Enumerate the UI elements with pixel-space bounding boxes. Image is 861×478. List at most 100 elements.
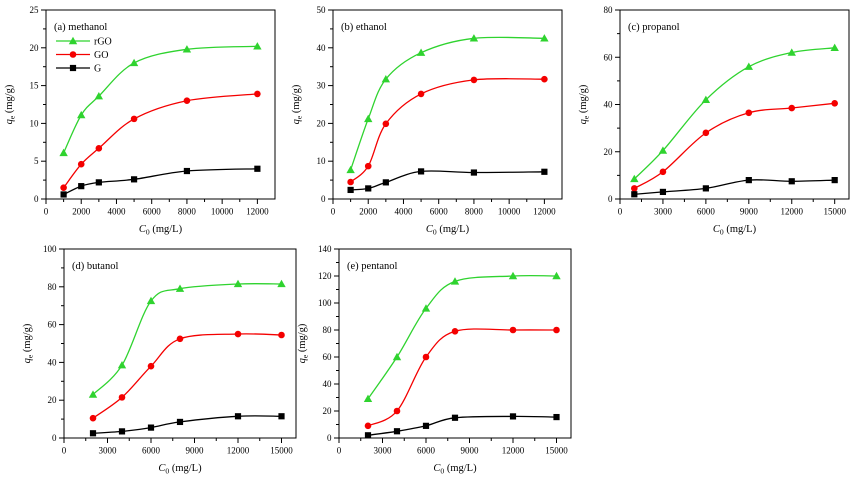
svg-text:10000: 10000 [211,207,234,217]
triangle-marker [146,296,156,305]
legend-label: G [94,64,101,75]
triangle-marker [175,284,185,292]
triangle-marker [540,34,549,42]
svg-text:6000: 6000 [143,207,162,217]
svg-text:20: 20 [317,118,327,128]
svg-text:8000: 8000 [465,207,484,217]
circle-marker [278,331,285,339]
square-marker [60,191,67,198]
circle-marker [553,326,560,334]
svg-text:3000: 3000 [654,207,673,217]
circle-marker [254,90,261,98]
panel-label: (a) methanol [54,22,107,33]
svg-text:15000: 15000 [545,446,568,456]
svg-text:15: 15 [30,81,40,91]
triangle-marker [68,36,78,45]
circle-marker [788,104,796,112]
square-marker [541,168,548,175]
chart-svg: 0 3000 6000 9000 12000 15000 0 20 40 60 80 C0 (mg/L… [578,5,850,237]
series-GO [60,90,261,191]
legend-label: rGO [94,37,112,48]
square-marker [702,185,709,192]
svg-text:4000: 4000 [394,207,413,217]
triangle-marker [701,95,711,103]
svg-text:140: 140 [318,244,332,254]
svg-text:9000: 9000 [461,446,480,456]
triangle-marker [233,279,243,288]
square-marker [89,430,97,437]
square-marker [78,183,85,190]
svg-text:qe (mg/g): qe (mg/g) [578,84,591,124]
svg-text:6000: 6000 [417,446,436,456]
circle-marker [745,109,753,117]
panel-label: (c) propanol [628,22,680,33]
triangle-marker [363,394,373,403]
legend: rGO GO G [56,37,112,75]
square-marker [118,428,126,435]
square-marker [831,177,838,184]
svg-text:qe (mg/g): qe (mg/g) [291,84,304,124]
svg-text:0: 0 [44,207,49,217]
circle-marker [176,335,184,343]
svg-text:20: 20 [323,406,333,416]
series-G [364,413,560,439]
triangle-marker [59,148,68,157]
svg-text:20: 20 [48,395,58,405]
circle-marker [451,328,459,335]
circle-marker [118,394,126,401]
axes: 0 3000 6000 9000 12000 15000 0 20 40 60 80 100 [43,244,297,456]
svg-text:C0 (mg/L): C0 (mg/L) [713,224,757,237]
square-marker [631,191,638,198]
panel-label: (d) butanol [72,261,118,272]
svg-text:40: 40 [48,357,58,367]
svg-text:10: 10 [30,118,40,128]
triangle-marker [94,91,104,100]
svg-text:120: 120 [318,271,332,281]
panel-b-ethanol: 0 2000 4000 6000 8000 10000 12000 0 10 20 30 40 50 C0… [287,0,574,239]
svg-text:3000: 3000 [99,446,118,456]
series-GO [364,326,560,430]
svg-text:12000: 12000 [246,207,269,217]
circle-marker [234,330,242,338]
svg-text:0: 0 [331,207,336,217]
series-G [631,177,838,198]
svg-text:10000: 10000 [498,207,521,217]
circle-marker [183,97,191,105]
series-GO [347,75,548,186]
circle-marker [417,90,425,98]
svg-text:15000: 15000 [270,446,293,456]
square-marker [659,188,667,196]
triangle-marker [182,45,192,53]
triangle-marker [346,165,355,174]
chart-svg: 0 3000 6000 9000 12000 15000 0 20 40 60 80 100 C0 (m… [22,244,297,476]
circle-marker [831,100,838,107]
svg-text:6000: 6000 [142,446,161,456]
chart-svg: 0 2000 4000 6000 8000 10000 12000 0 10 20 30 40 50 C0… [291,5,563,237]
svg-text:0: 0 [618,207,623,217]
circle-marker [509,326,517,334]
svg-text:25: 25 [30,5,40,15]
svg-text:40: 40 [323,379,333,389]
svg-text:8000: 8000 [178,207,197,217]
svg-text:100: 100 [43,244,57,254]
square-marker [364,432,372,439]
triangle-marker [744,62,754,70]
svg-text:qe (mg/g): qe (mg/g) [4,84,17,124]
svg-text:5: 5 [34,156,39,166]
panel-d-butanol: 0 3000 6000 9000 12000 15000 0 20 40 60 80 100 C0 (m… [18,239,308,478]
circle-marker [364,422,372,430]
square-marker [95,179,102,186]
triangle-marker [658,146,668,154]
triangle-marker [421,304,431,312]
series-rGO [363,271,561,403]
svg-text:3000: 3000 [374,446,393,456]
svg-text:6000: 6000 [697,207,716,217]
circle-marker [470,76,478,84]
triangle-marker [88,390,98,398]
svg-text:C0 (mg/L): C0 (mg/L) [433,463,477,476]
circle-marker [631,185,638,192]
svg-text:40: 40 [317,43,327,53]
square-marker [422,422,430,429]
svg-text:60: 60 [48,320,58,330]
